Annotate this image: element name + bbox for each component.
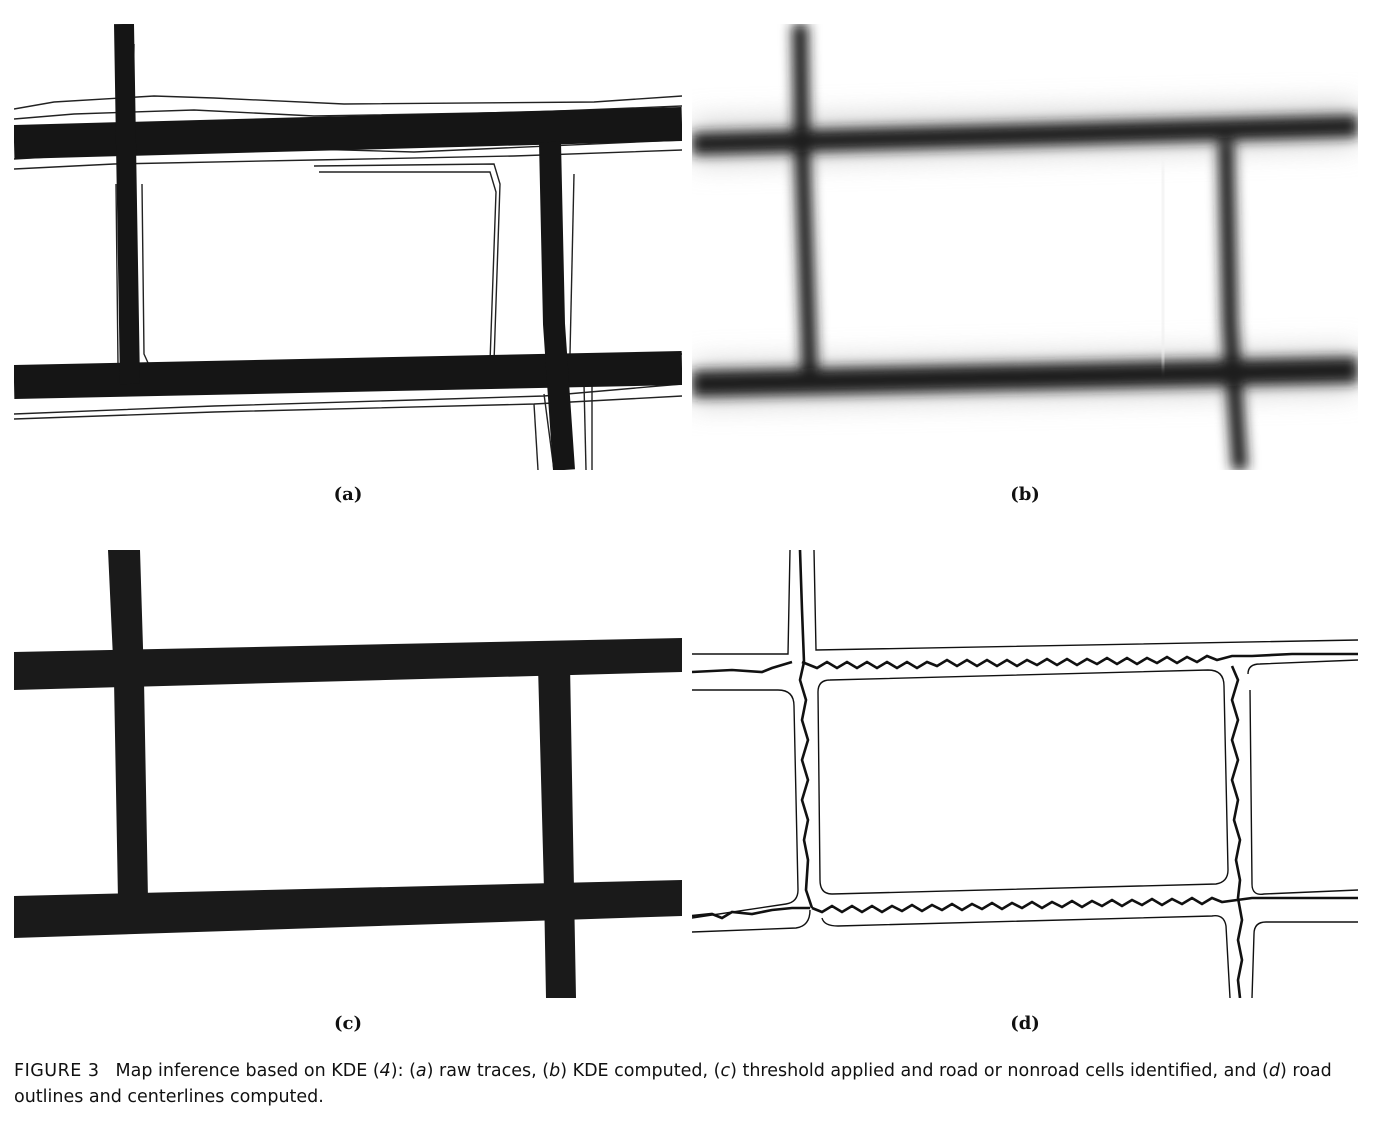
left-road-trace-bundle [114, 24, 140, 385]
density-ridges [692, 24, 1358, 470]
panel-b-label: (b) [1010, 484, 1040, 505]
caption-ref: 4 [379, 1061, 391, 1081]
caption-d-text: ) road outlines and centerlines computed… [14, 1061, 1332, 1107]
panel-a-label: (a) [333, 484, 363, 505]
caption-text-1: Map inference based on KDE ( [115, 1061, 380, 1081]
caption-c-text: ) threshold applied and road or nonroad … [730, 1061, 1269, 1081]
caption-a-letter: a [415, 1061, 427, 1081]
panel-d-outlines-centerlines [692, 550, 1358, 998]
caption-b-text: ) KDE computed, ( [560, 1061, 721, 1081]
figure-number: FIGURE 3 [14, 1061, 100, 1081]
caption-a-text: ) raw traces, ( [426, 1061, 550, 1081]
panel-b-kde [692, 24, 1358, 470]
caption-b-letter: b [549, 1061, 561, 1081]
caption-d-letter: d [1268, 1061, 1280, 1081]
panel-c-label: (c) [334, 1013, 362, 1034]
road-centerlines [692, 550, 1358, 998]
top-road-trace-bundle [14, 107, 682, 159]
panel-a-raw-traces [14, 24, 682, 470]
kde-image [692, 24, 1358, 470]
caption-text-2: ): ( [390, 1061, 416, 1081]
right-road-trace-bundle [539, 141, 575, 470]
caption-c-letter: c [720, 1061, 731, 1081]
road-outlines [692, 550, 1358, 998]
threshold-image [14, 550, 682, 998]
raw-traces-image [14, 24, 682, 470]
road-cells [14, 550, 682, 998]
panel-d-label: (d) [1010, 1013, 1040, 1034]
figure-caption: FIGURE 3 Map inference based on KDE (4): … [14, 1058, 1354, 1110]
bottom-road-trace-bundle [14, 351, 682, 399]
outlines-centerlines-image [692, 550, 1358, 998]
panel-c-threshold [14, 550, 682, 998]
